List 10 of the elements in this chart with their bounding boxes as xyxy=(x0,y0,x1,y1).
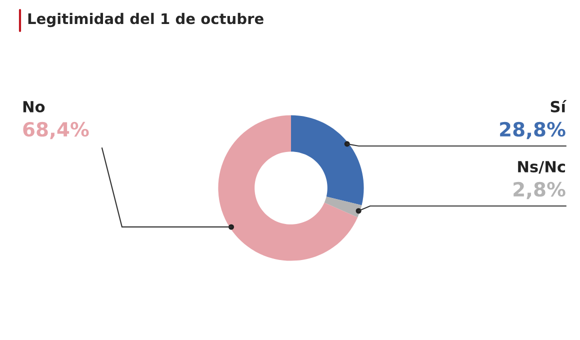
data-label: 68,4% xyxy=(23,122,89,140)
donut-slice xyxy=(291,115,364,206)
data-label: 2,8% xyxy=(514,182,566,200)
slice-label: No xyxy=(23,101,45,112)
slice-label: Sí xyxy=(550,100,567,112)
slice-label: Ns/Nc xyxy=(518,161,565,174)
donut-slice xyxy=(324,196,362,218)
data-label: 28,8% xyxy=(500,122,566,140)
donut-slice xyxy=(218,115,358,261)
chart-title: Legitimidad del 1 de octubre xyxy=(28,12,264,28)
